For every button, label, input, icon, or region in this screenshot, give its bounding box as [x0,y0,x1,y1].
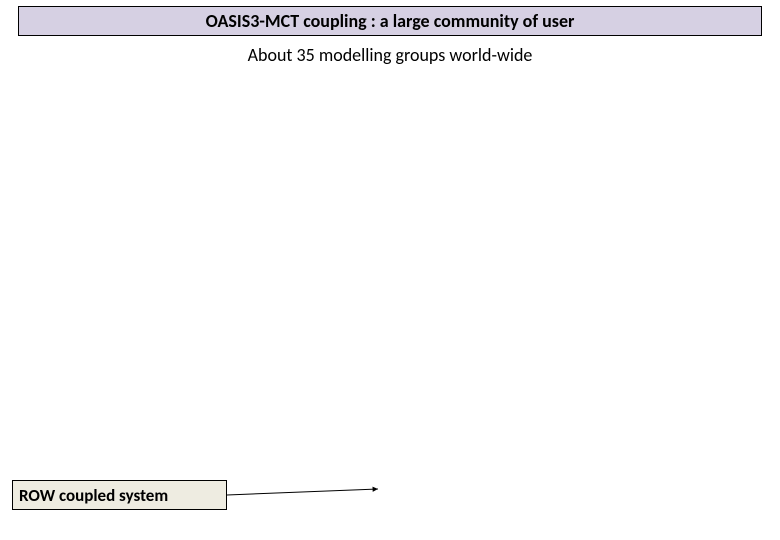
title-text: OASIS3-MCT coupling : a large community … [206,10,575,32]
row-coupled-system-label: ROW coupled system [19,485,168,506]
title-bar: OASIS3-MCT coupling : a large community … [18,6,762,36]
subtitle-text: About 35 modelling groups world-wide [190,44,590,66]
row-coupled-system-box: ROW coupled system [12,480,227,510]
arrow-line [219,481,386,503]
